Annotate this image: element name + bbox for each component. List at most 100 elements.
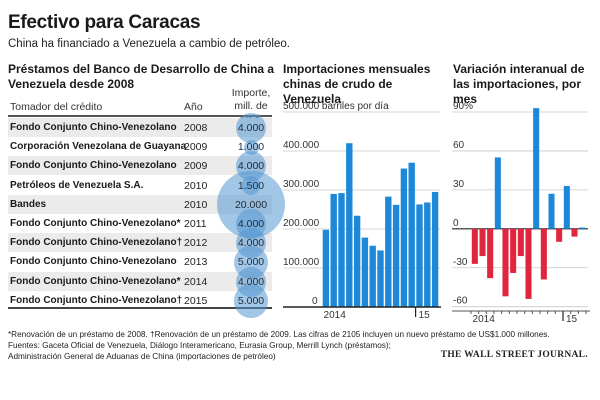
bar (369, 245, 376, 307)
table-row: Fondo Conjunto Chino-Venezolano 2013 5.000 (8, 252, 272, 271)
bar (385, 196, 392, 307)
x-tick-label: 15 (566, 314, 578, 325)
borrower-cell: Fondo Conjunto Chino-Venezolano (10, 160, 177, 172)
bar (494, 157, 501, 229)
year-cell: 2013 (184, 256, 208, 269)
table-row: Petróleos de Venezuela S.A. 2010 1.500 (8, 176, 272, 195)
borrower-cell: Fondo Conjunto Chino-Venezolano (10, 122, 177, 133)
amount-bubble (234, 284, 268, 318)
bar (487, 228, 494, 279)
bar (392, 204, 400, 307)
header-rule (8, 115, 272, 117)
table-row: Fondo Conjunto Chino-Venezolano 2008 4.000 (8, 118, 272, 137)
bar (408, 162, 415, 307)
bar (502, 228, 509, 297)
bar (353, 215, 361, 307)
imports-chart-title: Importaciones mensuales chinas de crudo … (283, 62, 431, 106)
table-row: Corporación Venezolana de Guayana 2009 1.0… (8, 137, 272, 156)
y-tick-label: 90% (453, 101, 473, 112)
bar (479, 228, 486, 257)
amount-cell: 4.000 (237, 122, 265, 134)
yoy-chart-title: Variación interanual de las importacione… (453, 62, 585, 106)
loans-table-title: Préstamos del Banco de Desarrollo de Chi… (8, 62, 275, 91)
table-row: Fondo Conjunto Chino-Venezolano 2009 4.000 (8, 156, 272, 176)
year-cell: 2009 (184, 160, 208, 173)
bar (471, 228, 478, 264)
bar (540, 228, 547, 280)
bar (424, 202, 431, 307)
x-tick-label: 15 (419, 310, 431, 321)
bar (322, 229, 330, 307)
y-tick-label: 400.000 (283, 140, 320, 151)
bar (346, 143, 353, 307)
year-cell: 2010 (184, 198, 208, 211)
bar (361, 237, 369, 307)
amount-cell: 1.500 (237, 179, 265, 192)
amount-cell: 4.000 (237, 237, 265, 250)
year-cell: 2011 (184, 218, 207, 230)
amount-cell: 5.000 (237, 256, 265, 269)
table-row: Fondo Conjunto Chino-Venezolano† 2012 4.00… (8, 233, 272, 253)
borrower-cell: Fondo Conjunto Chino-Venezolano* (10, 275, 181, 287)
borrower-cell: Petróleos de Venezuela S.A. (10, 179, 144, 191)
amount-cell: 4.000 (237, 275, 265, 288)
table-row: Fondo Conjunto Chino-Venezolano* 2011 4.00… (8, 214, 272, 233)
y-tick-label: 500.000 barriles por día (283, 101, 389, 112)
amount-cell: 5.000 (237, 294, 265, 307)
borrower-cell: Fondo Conjunto Chino-Venezolano† (10, 294, 183, 306)
borrower-cell: Fondo Conjunto Chino-Venezolano* (10, 218, 181, 229)
x-tick-label: 2014 (324, 310, 347, 321)
sources-line-2: Administración General de Aduanas de Chi… (8, 352, 276, 361)
amount-bubble (236, 113, 266, 143)
y-tick-label: 60 (453, 140, 465, 151)
bar (571, 228, 578, 237)
year-cell: 2012 (184, 237, 208, 250)
amount-cell: 1.000 (237, 141, 265, 154)
footnote: *Renovación de un préstamo de 2008. †Ren… (8, 330, 550, 339)
bar (563, 185, 570, 229)
column-header-year: Año (184, 101, 203, 113)
year-cell: 2010 (184, 179, 208, 192)
bar (510, 228, 517, 273)
bar (330, 193, 337, 307)
borrower-cell: Bandes (10, 198, 47, 210)
y-tick-label: 300.000 (283, 179, 320, 190)
bar (338, 193, 345, 307)
x-tick-label: 2014 (473, 314, 496, 325)
bar (525, 228, 532, 299)
wsj-logo: THE WALL STREET JOURNAL. (440, 350, 588, 360)
sources-line-1: Fuentes: Gaceta Oficial de Venezuela, Di… (8, 341, 391, 350)
y-tick-label: 100.000 (283, 257, 320, 268)
bar (579, 227, 586, 229)
column-header-borrower: Tomador del crédito (10, 101, 103, 113)
table-row: Fondo Conjunto Chino-Venezolano† 2015 5.00… (8, 291, 272, 310)
amount-cell: 4.000 (237, 160, 265, 173)
y-tick-label: 0 (453, 218, 459, 229)
bar (548, 193, 555, 229)
bar (533, 108, 540, 229)
y-tick-label: 0 (312, 296, 318, 307)
year-cell: 2015 (184, 294, 208, 307)
year-cell: 2008 (184, 122, 208, 134)
borrower-cell: Corporación Venezolana de Guayana (10, 141, 187, 153)
amount-cell: 20.000 (234, 198, 268, 211)
table-row: Fondo Conjunto Chino-Venezolano* 2014 4.00… (8, 271, 272, 291)
bar (400, 168, 408, 307)
borrower-cell: Fondo Conjunto Chino-Venezolano (10, 256, 177, 268)
y-tick-label: 30 (453, 179, 465, 190)
bar (377, 250, 384, 307)
bar (556, 228, 563, 242)
borrower-cell: Fondo Conjunto Chino-Venezolano† (10, 237, 183, 249)
year-cell: 2014 (184, 275, 208, 288)
y-tick-label: -60 (453, 296, 468, 307)
amount-cell: 4.000 (237, 218, 265, 230)
bar (416, 204, 423, 307)
page-title: Efectivo para Caracas (8, 12, 201, 33)
y-tick-label: 200.000 (283, 218, 320, 229)
table-bottom-rule (8, 307, 272, 309)
column-header-amount-line1: Importe, (231, 87, 271, 99)
bar (517, 228, 524, 257)
year-cell: 2009 (184, 141, 208, 154)
table-row: Bandes 2010 20.000 (8, 194, 272, 214)
